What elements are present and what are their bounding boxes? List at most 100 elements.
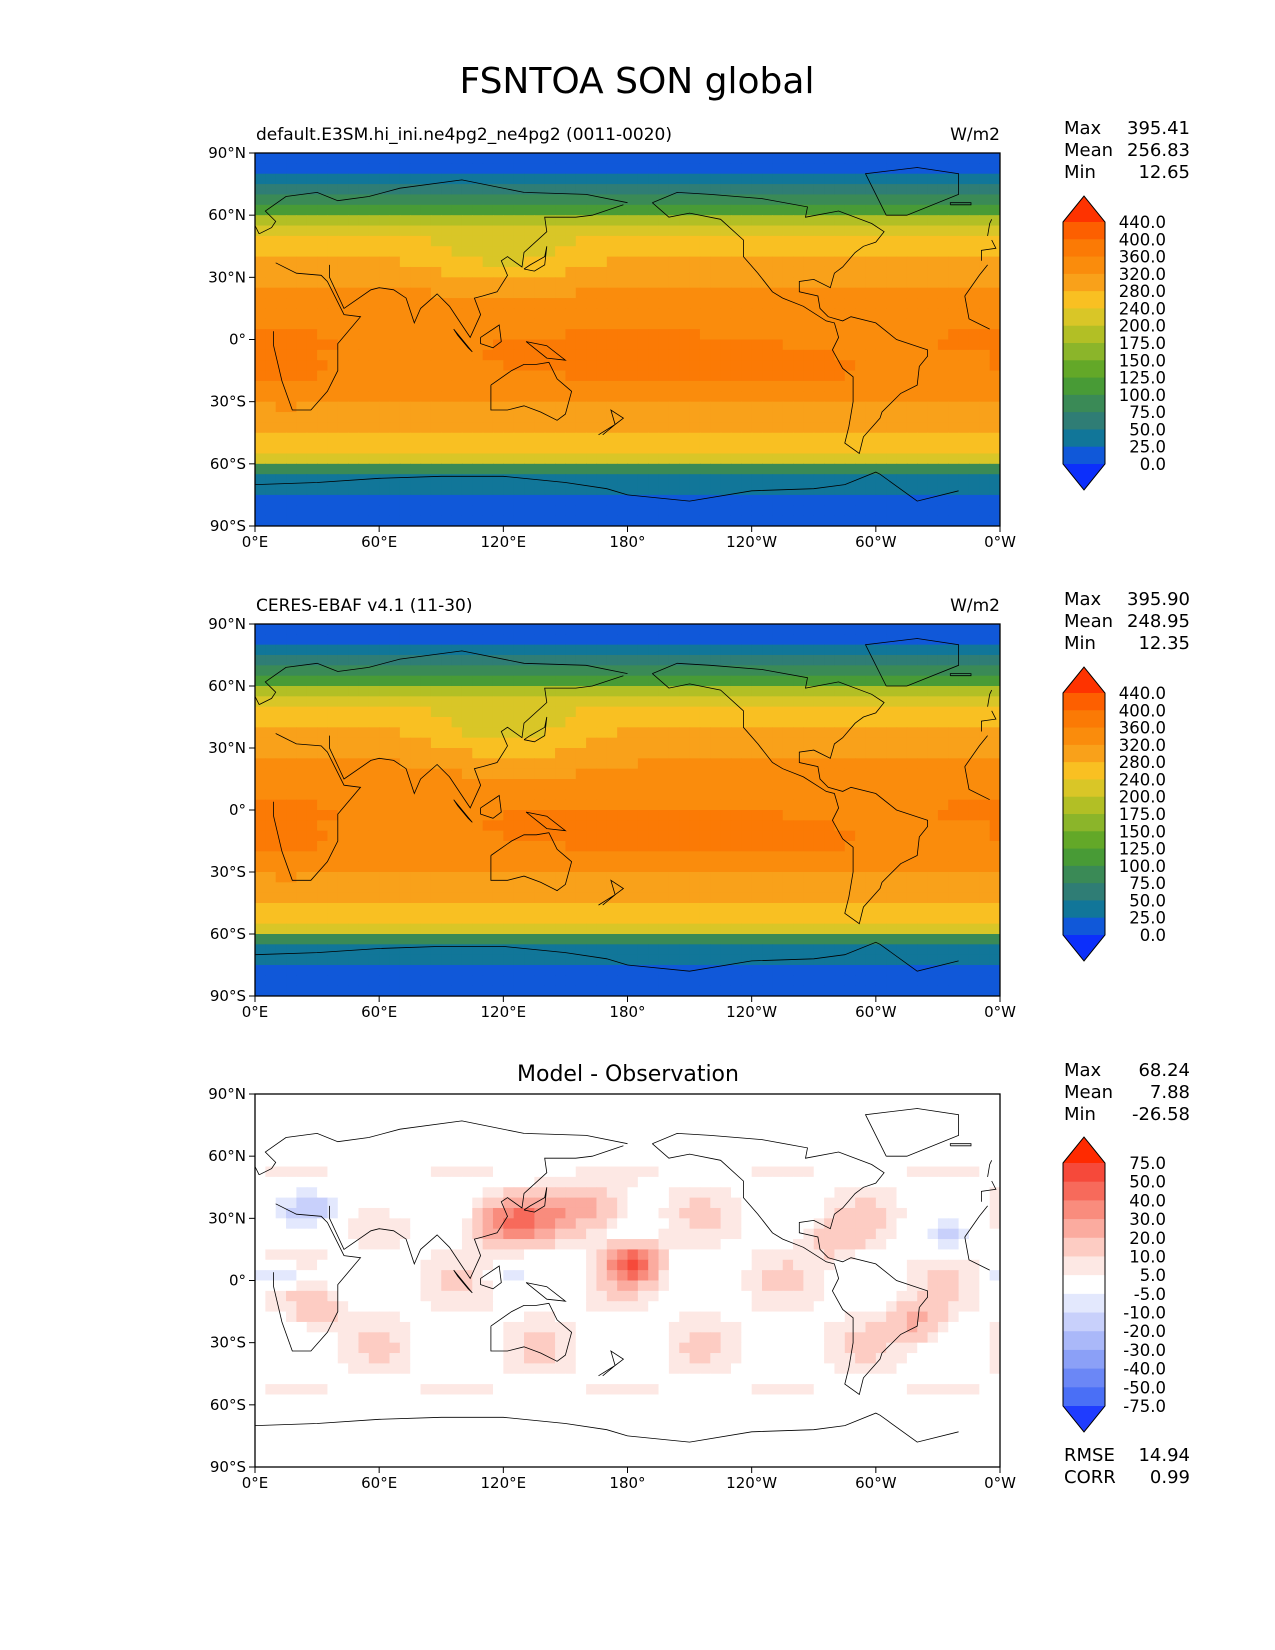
field-cell (389, 779, 401, 790)
field-cell (327, 266, 339, 278)
field-cell (793, 624, 805, 635)
field-cell (720, 225, 732, 237)
colorbar-tick-label: 440.0 (1119, 213, 1166, 232)
field-cell (596, 153, 608, 164)
field-cell (420, 370, 432, 382)
field-cell (741, 686, 753, 697)
field-cell (896, 225, 908, 237)
field-cell (596, 737, 608, 749)
field-cell (503, 665, 515, 677)
field-cell (534, 634, 546, 646)
field-cell (441, 779, 453, 790)
field-cell (803, 789, 815, 801)
field-cell (762, 655, 773, 666)
field-cell (555, 727, 567, 739)
field-cell (575, 944, 587, 956)
field-cell (575, 799, 587, 811)
field-cell (513, 153, 525, 164)
field-cell (420, 892, 432, 904)
field-cell (668, 194, 680, 206)
field-cell (410, 474, 422, 486)
field-cell (989, 634, 1000, 646)
field-cell (865, 779, 877, 790)
field-cell (793, 443, 805, 455)
field-cell (368, 789, 380, 801)
field-cell (410, 349, 422, 361)
field-cell (575, 349, 587, 361)
field-cell (751, 789, 763, 801)
field-cell (565, 443, 577, 455)
colorbar-tick-label: 75.0 (1129, 403, 1166, 422)
field-cell (606, 370, 618, 382)
field-cell (524, 380, 535, 392)
field-cell (844, 789, 856, 801)
field-cell (482, 173, 494, 185)
field-cell (575, 758, 587, 770)
field-cell (513, 944, 525, 956)
field-cell (513, 318, 525, 330)
field-cell (658, 655, 670, 666)
field-cell (451, 737, 463, 749)
field-cell (575, 235, 587, 247)
field-cell (720, 944, 732, 956)
field-cell (441, 360, 453, 372)
field-cell (699, 675, 711, 687)
field-cell (420, 665, 432, 677)
field-cell (596, 505, 608, 517)
field-cell (327, 644, 339, 656)
field-cell (762, 256, 773, 268)
field-cell (896, 204, 908, 216)
field-cell (720, 360, 732, 372)
field-cell (710, 474, 722, 486)
field-cell (896, 443, 908, 455)
field-cell (989, 872, 1000, 883)
field-cell (658, 380, 670, 392)
field-cell (865, 820, 877, 832)
field-cell (637, 799, 649, 811)
field-cell (741, 830, 753, 842)
field-cell (358, 494, 370, 506)
field-cell (368, 923, 380, 935)
field-cell (648, 727, 660, 739)
field-cell (803, 944, 815, 956)
field-cell (327, 318, 339, 330)
field-cell (358, 841, 370, 852)
field-cell (875, 494, 887, 506)
field-cell (906, 789, 918, 801)
field-cell (265, 737, 277, 749)
field-cell (596, 841, 608, 852)
field-cell (441, 422, 453, 434)
field-cell (968, 634, 980, 646)
field-cell (896, 463, 908, 475)
field-cell (617, 655, 629, 666)
field-cell (989, 412, 1000, 423)
field-cell (544, 339, 556, 351)
field-cell (389, 841, 401, 852)
field-cell (855, 779, 867, 790)
field-cell (524, 665, 535, 677)
field-cell (793, 329, 805, 341)
field-cell (968, 820, 980, 832)
field-cell (627, 944, 639, 956)
field-cell (513, 277, 525, 289)
field-cell (286, 329, 297, 341)
field-cell (275, 748, 287, 759)
field-cell (596, 655, 608, 666)
field-cell (606, 432, 618, 444)
field-cell (648, 380, 660, 392)
field-cell (844, 474, 856, 486)
field-cell (782, 298, 794, 310)
field-cell (606, 944, 618, 956)
field-cell (555, 851, 567, 863)
field-cell (803, 696, 815, 708)
field-cell (689, 655, 701, 666)
field-cell (699, 882, 711, 894)
field-cell (420, 256, 432, 268)
field-cell (565, 882, 577, 894)
field-cell (689, 789, 701, 801)
field-cell (772, 892, 784, 904)
field-cell (699, 696, 711, 708)
field-cell (720, 768, 732, 780)
field-cell (813, 934, 825, 945)
field-cell (534, 861, 546, 873)
